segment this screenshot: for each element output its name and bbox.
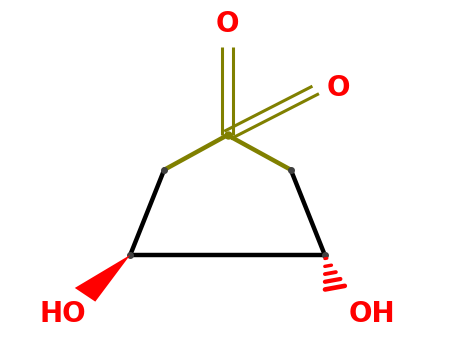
Text: O: O	[216, 10, 239, 38]
Text: HO: HO	[39, 300, 86, 328]
Polygon shape	[75, 255, 130, 302]
Text: OH: OH	[349, 300, 395, 328]
Text: O: O	[327, 74, 350, 102]
